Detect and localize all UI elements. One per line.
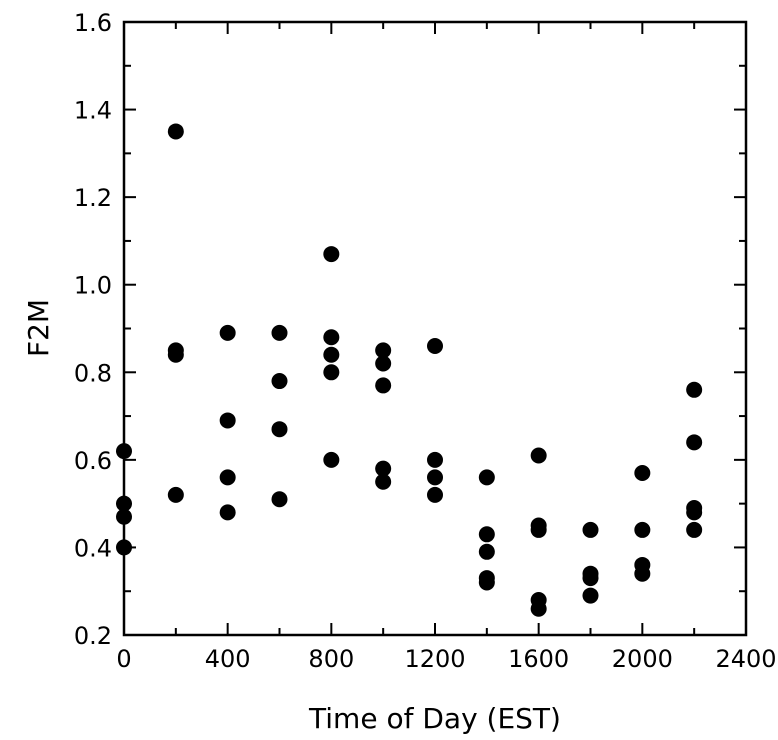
data-point: [323, 329, 340, 346]
data-point: [116, 443, 132, 460]
data-point: [686, 521, 703, 538]
y-tick-label: 0.8: [74, 359, 112, 387]
data-point: [634, 464, 651, 481]
y-tick-label: 1.2: [74, 184, 112, 212]
y-tick-label: 0.6: [74, 447, 112, 475]
x-axis-title: Time of Day (EST): [308, 702, 561, 735]
data-point: [686, 504, 703, 521]
data-point: [530, 447, 547, 464]
data-point: [634, 521, 651, 538]
data-point: [530, 600, 547, 617]
data-point: [116, 539, 132, 556]
data-point: [375, 377, 392, 394]
data-point: [219, 504, 236, 521]
data-point: [167, 123, 184, 140]
data-point: [375, 342, 392, 359]
data-points: [116, 123, 703, 617]
y-tick-label: 1.6: [74, 9, 112, 37]
data-point: [375, 355, 392, 372]
data-point: [219, 324, 236, 341]
data-point: [323, 451, 340, 468]
data-point: [478, 543, 495, 560]
y-axis-title: F2M: [22, 299, 55, 357]
y-tick-label: 1.4: [74, 97, 112, 125]
y-tick-label: 1.0: [74, 272, 112, 300]
data-point: [167, 346, 184, 363]
data-point: [582, 521, 599, 538]
data-point: [219, 469, 236, 486]
data-point: [375, 460, 392, 477]
data-point: [116, 508, 132, 525]
x-tick-labels: 0 400 800 1200 1600 2000 2400: [116, 645, 776, 673]
data-point: [530, 521, 547, 538]
data-point: [478, 526, 495, 543]
x-tick-label: 1600: [508, 645, 569, 673]
data-point: [427, 486, 443, 503]
data-point: [686, 381, 703, 398]
data-point: [478, 469, 495, 486]
y-tick-label: 0.4: [74, 534, 112, 562]
data-point: [427, 338, 443, 355]
data-point: [323, 246, 340, 263]
data-point: [427, 469, 443, 486]
data-point: [323, 346, 340, 363]
x-tick-label: 2400: [715, 645, 776, 673]
data-point: [219, 412, 236, 429]
data-point: [271, 491, 288, 508]
y-tick-labels: 0.2 0.4 0.6 0.8 1.0 1.2 1.4 1.6: [74, 9, 112, 650]
data-point: [323, 364, 340, 381]
data-point: [582, 587, 599, 604]
x-tick-label: 0: [116, 645, 131, 673]
data-point: [582, 570, 599, 587]
data-point: [271, 373, 288, 390]
data-point: [271, 421, 288, 438]
x-tick-label: 2000: [612, 645, 673, 673]
x-tick-label: 800: [308, 645, 354, 673]
data-point: [427, 451, 443, 468]
y-tick-label: 0.2: [74, 622, 112, 650]
data-point: [271, 324, 288, 341]
plot-frame: [122, 20, 748, 637]
data-point: [167, 486, 184, 503]
data-point: [478, 574, 495, 591]
data-point: [634, 565, 651, 582]
data-point: [375, 473, 392, 490]
data-point: [116, 495, 132, 512]
x-tick-label: 400: [205, 645, 251, 673]
data-point: [686, 434, 703, 451]
x-tick-label: 1200: [404, 645, 465, 673]
axis-ticks: [123, 21, 747, 636]
